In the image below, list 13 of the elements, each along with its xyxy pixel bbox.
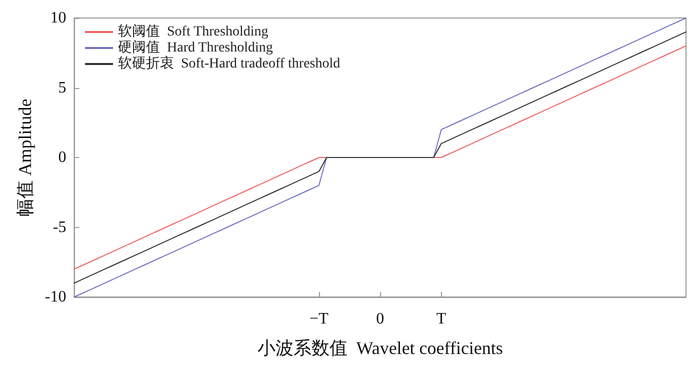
x-axis-title: 小波系数值 Wavelet coefficients [257, 338, 503, 358]
x-tick-label: −T [310, 310, 329, 328]
y-tick-label: 10 [50, 10, 66, 26]
y-tick-label: 0 [58, 149, 66, 166]
y-tick-label: -5 [52, 218, 66, 236]
legend-label: 软硬折衷 Soft-Hard tradeoff threshold [118, 56, 340, 72]
legend-label: 硬阈值 Hard Thresholding [118, 40, 273, 56]
x-tick-label: 0 [376, 310, 384, 328]
y-axis-title: 幅值 Amplitude [15, 98, 35, 216]
legend-label: 软阈值 Soft Thresholding [118, 24, 268, 40]
x-tick-label: T [436, 310, 446, 328]
y-tick-label: -10 [44, 288, 66, 306]
y-tick-label: 5 [58, 79, 66, 96]
